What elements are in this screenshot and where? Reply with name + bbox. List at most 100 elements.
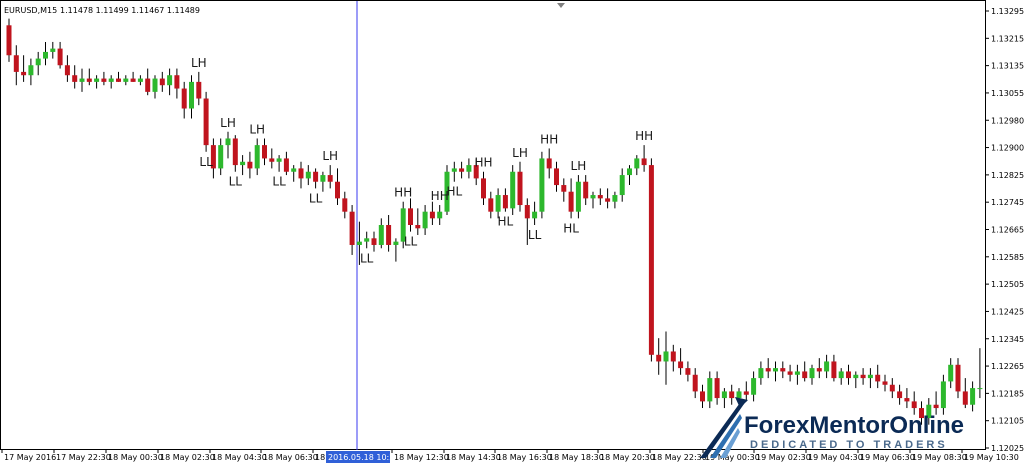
price-tick-label: 1.12025 <box>991 444 1024 453</box>
candle <box>459 161 465 179</box>
candle <box>532 201 538 225</box>
candle <box>561 178 567 202</box>
candle <box>612 191 618 209</box>
candle-body <box>926 404 932 419</box>
swing-label: HH <box>635 129 653 143</box>
time-tick-label: 18 May 18:30 <box>549 453 604 462</box>
candle <box>933 391 939 415</box>
price-tick-label: 1.12980 <box>991 116 1024 125</box>
candle-body <box>64 65 70 76</box>
swing-label: LH <box>571 159 587 173</box>
candle-body <box>524 205 530 219</box>
candle-body <box>897 391 903 399</box>
candle-body <box>473 165 479 179</box>
candle <box>787 364 793 382</box>
candle <box>824 354 830 379</box>
candle <box>758 361 764 385</box>
price-tick-label: 1.12900 <box>991 144 1024 153</box>
candle <box>130 71 136 82</box>
candle-body <box>685 368 691 375</box>
candle-body <box>218 145 224 169</box>
candle <box>853 371 859 389</box>
candle-body <box>444 171 450 212</box>
candle-body <box>656 354 662 362</box>
time-tick-label: 19 May 08:30 <box>912 453 967 462</box>
candle-body <box>517 171 523 206</box>
candle-body <box>502 195 508 209</box>
candle <box>867 368 873 389</box>
candle-body <box>28 65 34 76</box>
candle-body <box>933 404 939 409</box>
candle-body <box>561 185 567 192</box>
candle-body <box>970 388 976 405</box>
candle <box>721 388 727 409</box>
candle <box>539 151 545 219</box>
candle-body <box>554 168 559 186</box>
candle <box>634 155 640 176</box>
candle-body <box>546 158 552 169</box>
candle-body <box>597 195 603 199</box>
chart-shift-marker-icon[interactable] <box>557 3 565 8</box>
candle <box>79 68 85 92</box>
swing-label: HH <box>540 132 558 146</box>
candle <box>926 398 932 425</box>
candle-body <box>794 371 800 375</box>
price-axis[interactable]: 1.13295 1.13215 1.13135 1.13055 1.12980 1.129… <box>985 7 1024 453</box>
price-tick-label: 1.12425 <box>991 307 1024 316</box>
time-tick-label: 17 May 22:30 <box>56 453 111 462</box>
candle-body <box>605 198 611 202</box>
candle <box>846 364 851 385</box>
candle-body <box>79 78 85 82</box>
candle-body <box>459 168 465 172</box>
candle-body <box>342 198 348 212</box>
highlighted-time-box <box>326 451 390 463</box>
candle-body <box>940 381 946 409</box>
candle-body <box>196 81 202 99</box>
candle <box>210 138 216 179</box>
price-tick-label: 1.12265 <box>991 362 1024 371</box>
time-tick-label: 18 May 22:30 <box>652 453 707 462</box>
logo-mark-icon <box>700 397 748 458</box>
candle-body <box>707 378 713 402</box>
candle-body <box>780 368 786 372</box>
candle <box>809 364 815 385</box>
candle-body <box>919 408 924 419</box>
candle-body <box>305 171 311 179</box>
time-tick-label: 19 May 06:30 <box>860 453 915 462</box>
candle <box>700 384 705 409</box>
candle <box>882 374 888 392</box>
time-tick-label: 18 May 14:30 <box>446 453 501 462</box>
candle-body <box>283 158 289 172</box>
candle <box>911 391 917 415</box>
time-tick-label: 18 May 00:30 <box>108 453 163 462</box>
candle-body <box>612 195 618 202</box>
candle <box>64 55 70 82</box>
candle-body <box>13 55 19 72</box>
candle <box>481 171 486 206</box>
candle <box>189 75 194 119</box>
candle-body <box>189 81 194 109</box>
candle-body <box>700 391 705 402</box>
time-tick-label: 19 May 04:30 <box>808 453 863 462</box>
candle <box>94 75 100 89</box>
candle <box>72 65 78 89</box>
candle-body <box>765 368 771 372</box>
candle <box>495 188 501 219</box>
swing-label: HL <box>563 221 579 235</box>
candle-body <box>335 181 340 199</box>
candle <box>327 165 333 189</box>
candle <box>196 71 202 106</box>
candle-body <box>167 75 173 86</box>
price-tick-label: 1.12345 <box>991 335 1024 344</box>
candle-body <box>437 211 443 219</box>
candle <box>707 371 713 409</box>
candle <box>473 158 479 186</box>
symbol-label: EURUSD,M15 <box>4 6 57 15</box>
candle <box>262 138 267 166</box>
candle-body <box>327 175 333 182</box>
candle-body <box>408 208 413 225</box>
candle-body <box>35 58 41 66</box>
